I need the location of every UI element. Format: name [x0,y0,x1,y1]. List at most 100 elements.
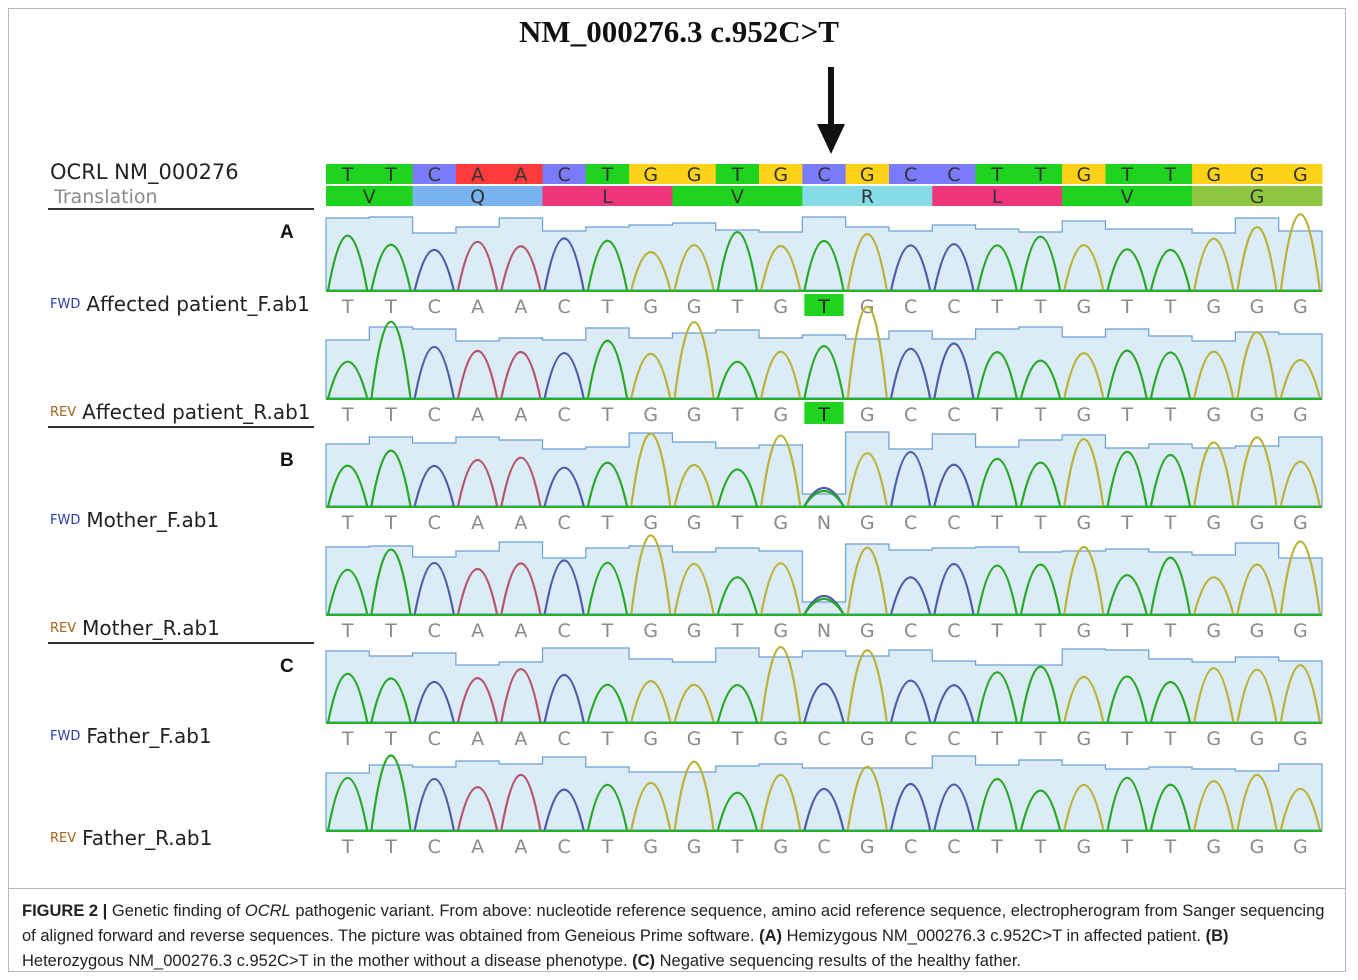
caption-text-a: Hemizygous NM_000276.3 c.952C>T in affec… [782,927,1206,945]
trace-peaks-g [630,213,1321,291]
reference-base-cell [888,164,933,184]
trace-peaks-c [413,342,975,399]
base-call-label: T [1164,728,1177,750]
reference-base-label: G [1250,164,1265,186]
base-call-label: T [384,404,397,426]
base-call-label: T [601,728,614,750]
trace-name: Father_R.ab1 [82,826,213,850]
direction-tag: FWD [50,729,81,744]
base-call-label: C [428,512,441,534]
base-call-label: T [341,296,354,318]
reference-base-cell [542,164,587,184]
base-call-label: A [471,296,484,318]
base-call-label: T [1120,512,1133,534]
reference-base-cell [1148,164,1193,184]
base-call-label: T [990,728,1003,750]
base-call-label: A [514,728,527,750]
trace-peaks-a [457,456,542,507]
reference-base-label: T [601,164,614,186]
amino-acid-label: L [992,186,1003,208]
direction-tag: REV [50,831,77,846]
base-call-label: A [471,728,484,750]
reference-base-cell [585,164,630,184]
reference-base-cell [932,164,977,184]
amino-acid-label: V [731,186,744,208]
trace-peaks-g [630,305,1321,399]
base-call-label: C [904,512,917,534]
reference-base-label: A [514,164,527,186]
base-call-label: T [384,836,397,858]
reference-base-label: G [643,164,658,186]
trace-label-a-fwd: FWD Affected patient_F.ab1 [50,292,310,316]
reference-base-label: G [860,164,875,186]
caption-text-b: Heterozygous NM_000276.3 c.952C>T in the… [22,952,633,970]
base-call-label: T [1164,836,1177,858]
trace-peaks-a [457,562,542,615]
base-call-label: C [947,728,960,750]
reference-base-label: C [904,164,917,186]
base-call-label: G [687,296,702,318]
base-call-label: T [601,296,614,318]
base-call-label: G [1293,404,1308,426]
reference-base-label: T [1120,164,1133,186]
base-call-label: A [471,404,484,426]
base-call-label: C [904,296,917,318]
base-call-label: T [817,404,830,426]
base-call-label: C [558,728,571,750]
trace-peaks-g [630,760,1321,831]
base-call-label: G [643,296,658,318]
base-call-label: T [990,620,1003,642]
base-call-label: G [1076,296,1091,318]
base-call-label: A [471,512,484,534]
base-call-label: A [514,620,527,642]
base-call-label: C [558,296,571,318]
amino-acid-cell [932,186,1063,206]
base-call-label: N [817,512,831,534]
base-call-label: T [1034,512,1047,534]
caption-label-a: (A) [759,927,782,945]
base-call-label: T [1034,728,1047,750]
base-call-label: T [731,404,744,426]
variant-call-highlight [804,402,844,424]
base-call-label: T [1164,620,1177,642]
reference-base-label: G [773,164,788,186]
base-call-label: T [1164,404,1177,426]
base-call-label: G [860,620,875,642]
amino-acid-cell [1062,186,1193,206]
trace-peaks-c [413,559,975,615]
base-call-label: G [687,512,702,534]
base-call-label: C [947,512,960,534]
base-call-label: G [773,296,788,318]
trace-label-b-rev: REV Mother_R.ab1 [50,616,220,640]
reference-base-cell [1062,164,1106,184]
panel-letter-a: A [280,222,294,243]
base-call-label: A [514,296,527,318]
base-call-label: G [1206,296,1221,318]
base-call-label: T [341,404,354,426]
base-call-label: T [990,296,1003,318]
base-call-label: T [731,728,744,750]
trace-peaks-g [630,432,1321,507]
base-call-label: G [687,620,702,642]
caption-text: Genetic finding of [107,902,245,920]
caption-text-c: Negative sequencing results of the healt… [655,952,1022,970]
base-call-label: G [860,512,875,534]
direction-tag: FWD [50,297,81,312]
reference-base-cell [759,164,803,184]
quality-bars [325,216,1323,291]
trace-label-c-rev: REV Father_R.ab1 [50,826,212,850]
panel-letter-b: B [280,450,294,471]
trace-name: Affected patient_F.ab1 [86,292,310,316]
base-call-label: C [817,836,830,858]
base-call-label: G [860,404,875,426]
trace-peaks-t [327,320,1191,399]
caption-label-b: (B) [1205,927,1229,945]
reference-base-label: T [1034,164,1047,186]
trace-peaks-g [630,534,1321,615]
reference-base-label: G [1206,164,1221,186]
quality-bars [325,541,1323,615]
base-call-label: C [904,620,917,642]
base-call-label: C [947,836,960,858]
amino-acid-label: G [1250,186,1265,208]
base-call-label: C [428,728,441,750]
